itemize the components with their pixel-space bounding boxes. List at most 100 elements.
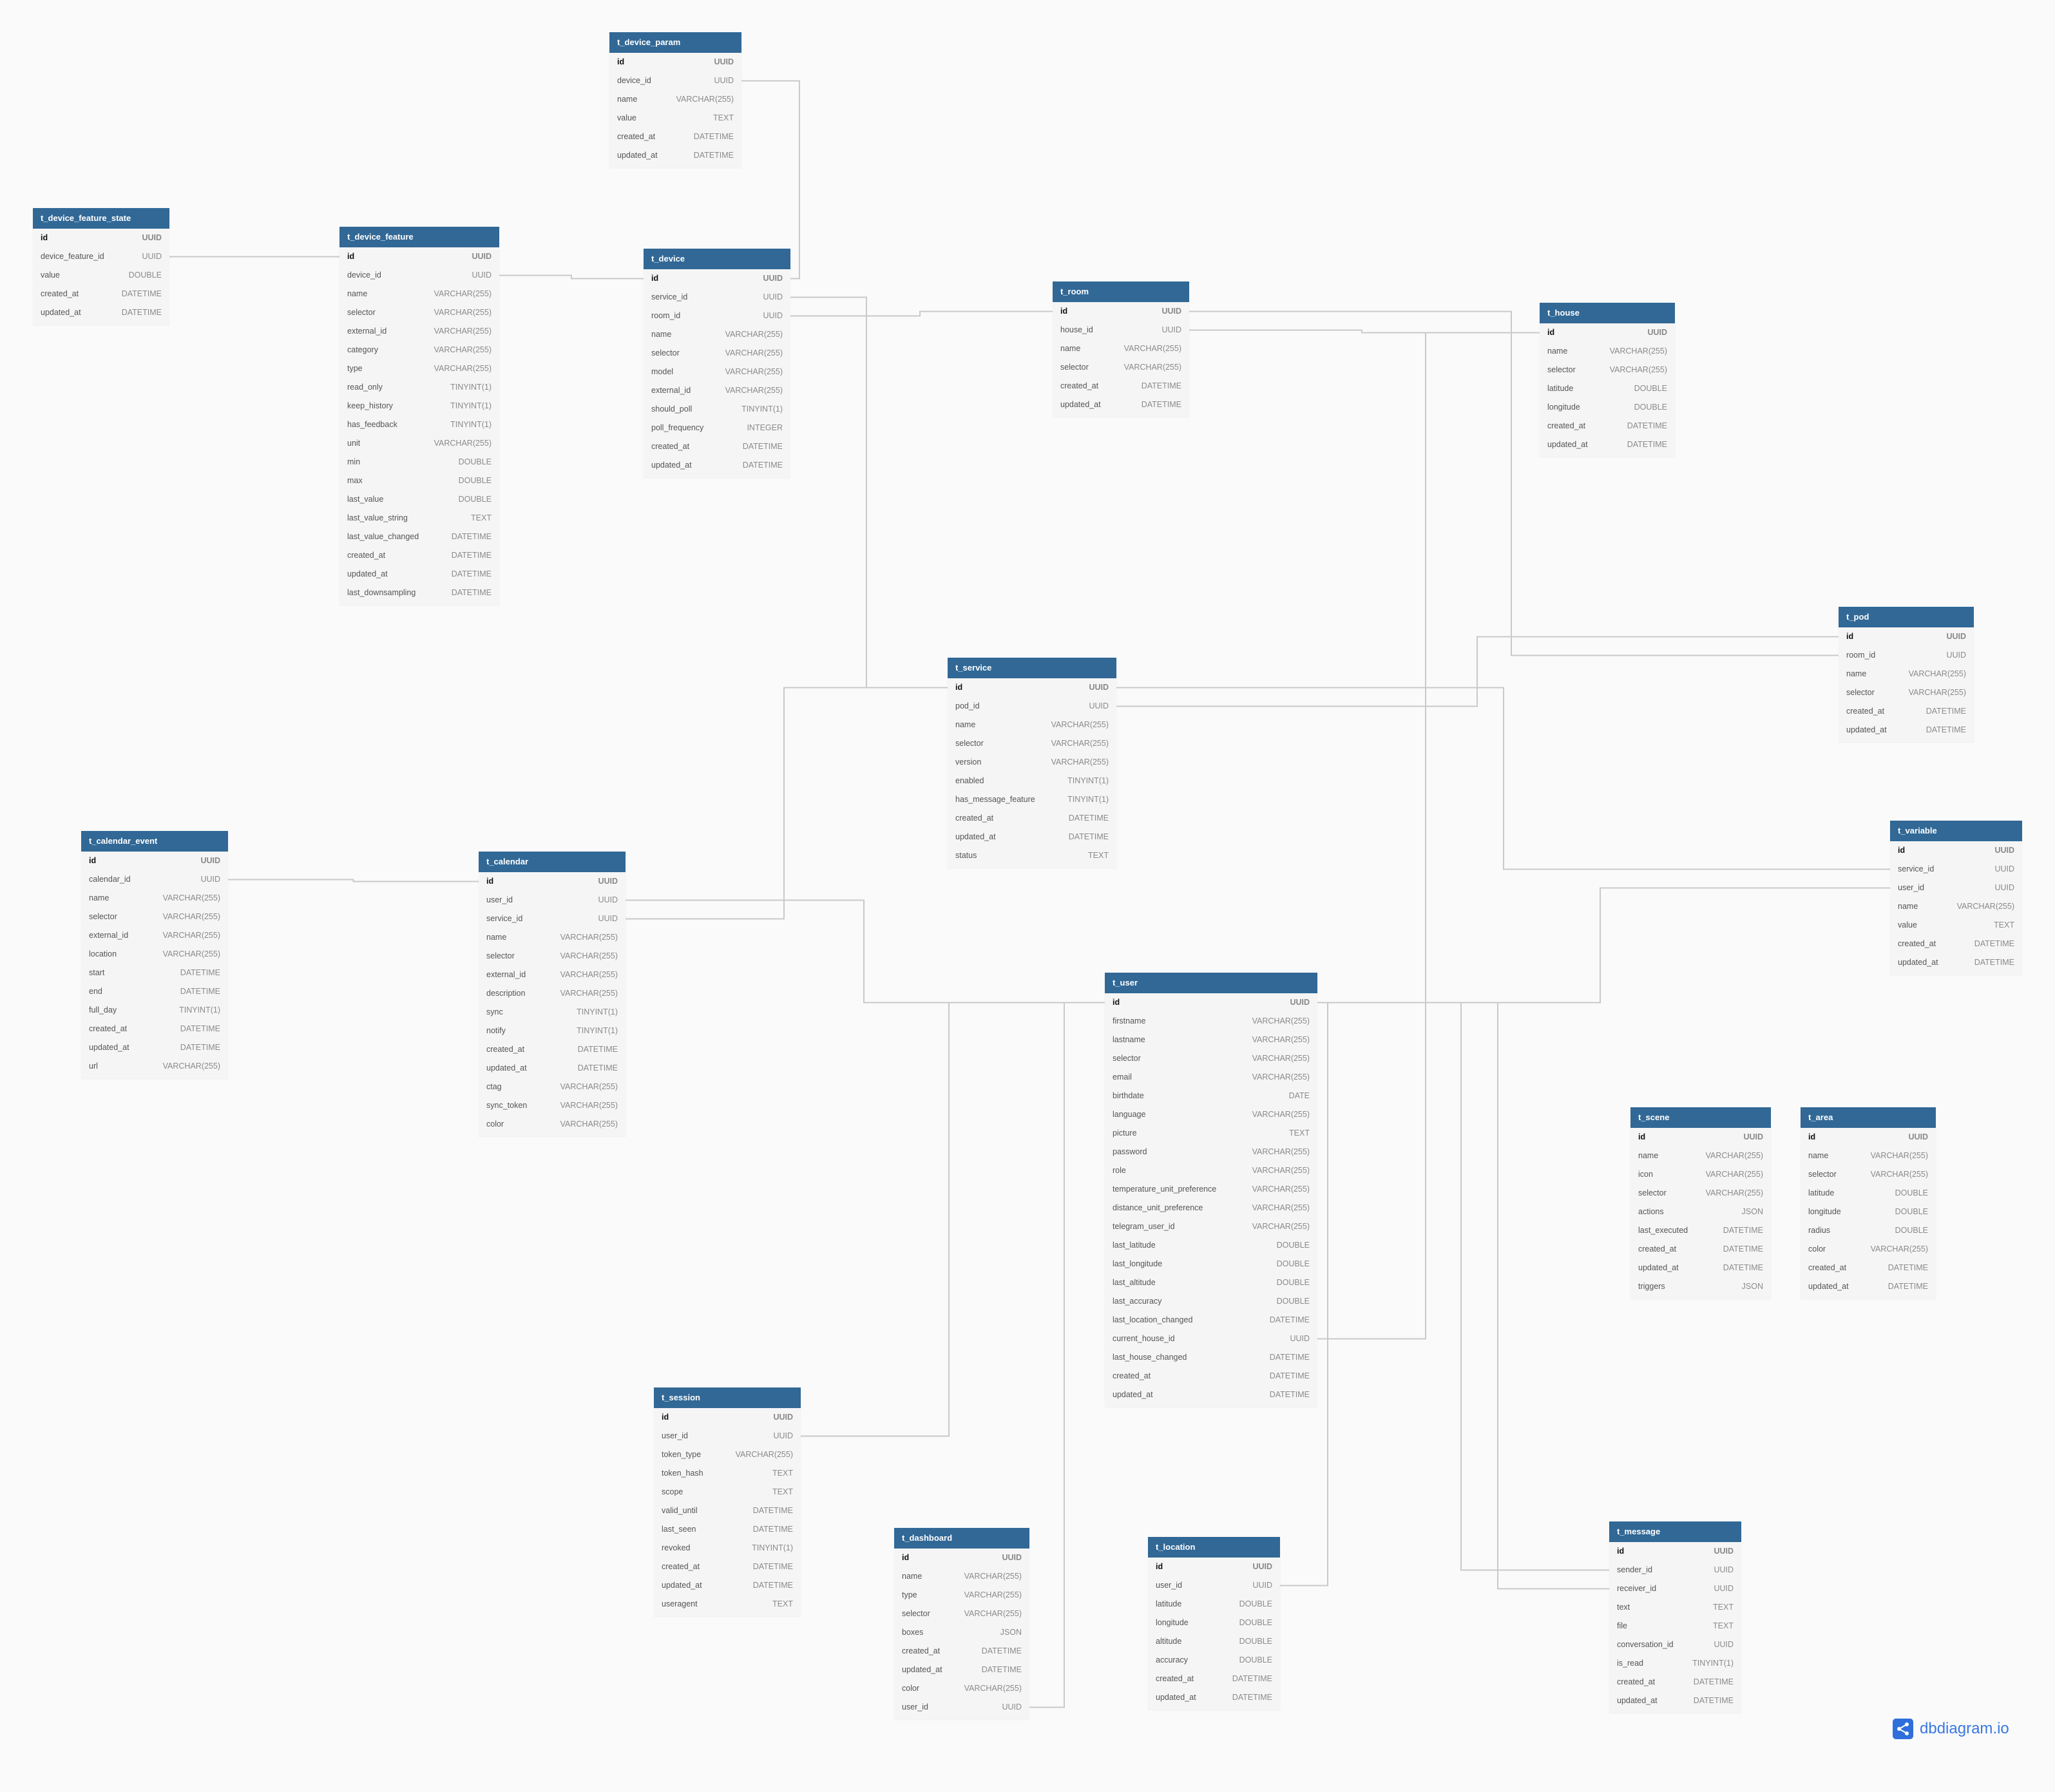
field-row[interactable]: text TEXT — [1609, 1598, 1741, 1617]
field-row[interactable]: created_at DATETIME — [948, 809, 1116, 828]
field-row[interactable]: name VARCHAR(255) — [1890, 897, 2022, 916]
table-t-service[interactable]: t_service id UUID pod_id UUID name VARCHAR(255… — [948, 658, 1116, 868]
field-row[interactable]: id UUID — [1148, 1558, 1280, 1576]
field-row[interactable]: min DOUBLE — [339, 453, 499, 472]
field-row[interactable]: selector VARCHAR(255) — [644, 344, 790, 363]
field-row[interactable]: id UUID — [1540, 323, 1675, 342]
field-row[interactable]: created_at DATETIME — [33, 285, 169, 303]
field-row[interactable]: triggers JSON — [1630, 1277, 1771, 1296]
field-row[interactable]: updated_at DATETIME — [654, 1576, 801, 1595]
field-row[interactable]: keep_history TINYINT(1) — [339, 397, 499, 415]
field-row[interactable]: model VARCHAR(255) — [644, 363, 790, 381]
field-row[interactable]: updated_at DATETIME — [1105, 1386, 1317, 1404]
table-header[interactable]: t_variable — [1890, 821, 2022, 841]
table-t-dashboard[interactable]: t_dashboard id UUID name VARCHAR(255) type VAR… — [894, 1528, 1029, 1719]
field-row[interactable]: last_seen DATETIME — [654, 1520, 801, 1539]
table-t-scene[interactable]: t_scene id UUID name VARCHAR(255) icon VARCHAR… — [1630, 1107, 1771, 1299]
field-row[interactable]: updated_at DATETIME — [1540, 435, 1675, 454]
field-row[interactable]: revoked TINYINT(1) — [654, 1539, 801, 1558]
field-row[interactable]: selector VARCHAR(255) — [479, 947, 626, 966]
field-row[interactable]: id UUID — [81, 852, 228, 870]
field-row[interactable]: end DATETIME — [81, 982, 228, 1001]
table-t-device-feature-state[interactable]: t_device_feature_state id UUID device_featu… — [33, 208, 169, 325]
field-row[interactable]: actions JSON — [1630, 1203, 1771, 1221]
field-row[interactable]: name VARCHAR(255) — [894, 1567, 1029, 1586]
table-t-variable[interactable]: t_variable id UUID service_id UUID user_id UUI… — [1890, 821, 2022, 975]
field-row[interactable]: longitude DOUBLE — [1540, 398, 1675, 417]
relationship-line[interactable] — [626, 899, 1105, 1004]
field-row[interactable]: external_id VARCHAR(255) — [479, 966, 626, 984]
field-row[interactable]: updated_at DATETIME — [1890, 953, 2022, 972]
field-row[interactable]: altitude DOUBLE — [1148, 1632, 1280, 1651]
field-row[interactable]: id UUID — [894, 1549, 1029, 1567]
table-header[interactable]: t_calendar_event — [81, 831, 228, 852]
relationship-line[interactable] — [626, 687, 948, 920]
field-row[interactable]: poll_frequency INTEGER — [644, 419, 790, 437]
field-row[interactable]: last_house_changed DATETIME — [1105, 1348, 1317, 1367]
field-row[interactable]: updated_at DATETIME — [1609, 1692, 1741, 1710]
relationship-line[interactable] — [1116, 636, 1839, 707]
table-header[interactable]: t_device_param — [609, 32, 741, 53]
field-row[interactable]: token_hash TEXT — [654, 1464, 801, 1483]
field-row[interactable]: updated_at DATETIME — [339, 565, 499, 584]
table-t-calendar[interactable]: t_calendar id UUID user_id UUID service_id UUI… — [479, 852, 626, 1136]
field-row[interactable]: file TEXT — [1609, 1617, 1741, 1635]
field-row[interactable]: color VARCHAR(255) — [1801, 1240, 1936, 1259]
field-row[interactable]: longitude DOUBLE — [1801, 1203, 1936, 1221]
field-row[interactable]: conversation_id UUID — [1609, 1635, 1741, 1654]
field-row[interactable]: language VARCHAR(255) — [1105, 1105, 1317, 1124]
field-row[interactable]: sync_token VARCHAR(255) — [479, 1096, 626, 1115]
field-row[interactable]: created_at DATETIME — [1630, 1240, 1771, 1259]
field-row[interactable]: created_at DATETIME — [339, 546, 499, 565]
field-row[interactable]: lastname VARCHAR(255) — [1105, 1031, 1317, 1049]
field-row[interactable]: last_value_changed DATETIME — [339, 528, 499, 546]
field-row[interactable]: role VARCHAR(255) — [1105, 1161, 1317, 1180]
table-t-pod[interactable]: t_pod id UUID room_id UUID name VARCHAR(255) se… — [1839, 607, 1974, 742]
table-t-message[interactable]: t_message id UUID sender_id UUID receiver_id U… — [1609, 1521, 1741, 1713]
relationship-line[interactable] — [741, 80, 800, 280]
field-row[interactable]: created_at DATETIME — [644, 437, 790, 456]
table-t-session[interactable]: t_session id UUID user_id UUID token_type VARC… — [654, 1387, 801, 1616]
field-row[interactable]: last_executed DATETIME — [1630, 1221, 1771, 1240]
field-row[interactable]: updated_at DATETIME — [948, 828, 1116, 846]
field-row[interactable]: id UUID — [948, 678, 1116, 697]
field-row[interactable]: created_at DATETIME — [1890, 935, 2022, 953]
field-row[interactable]: selector VARCHAR(255) — [81, 908, 228, 926]
field-row[interactable]: updated_at DATETIME — [644, 456, 790, 475]
field-row[interactable]: token_type VARCHAR(255) — [654, 1445, 801, 1464]
relationship-line[interactable] — [499, 274, 644, 280]
field-row[interactable]: value TEXT — [1890, 916, 2022, 935]
field-row[interactable]: id UUID — [1105, 993, 1317, 1012]
field-row[interactable]: created_at DATETIME — [1540, 417, 1675, 435]
field-row[interactable]: password VARCHAR(255) — [1105, 1143, 1317, 1161]
field-row[interactable]: color VARCHAR(255) — [894, 1679, 1029, 1698]
relationship-line[interactable] — [1116, 687, 1890, 870]
field-row[interactable]: version VARCHAR(255) — [948, 753, 1116, 772]
field-row[interactable]: service_id UUID — [644, 288, 790, 307]
field-row[interactable]: icon VARCHAR(255) — [1630, 1165, 1771, 1184]
field-row[interactable]: created_at DATETIME — [81, 1020, 228, 1038]
relationship-line[interactable] — [790, 310, 1053, 317]
field-row[interactable]: email VARCHAR(255) — [1105, 1068, 1317, 1087]
table-header[interactable]: t_scene — [1630, 1107, 1771, 1128]
field-row[interactable]: id UUID — [1630, 1128, 1771, 1147]
field-row[interactable]: selector VARCHAR(255) — [339, 303, 499, 322]
relationship-line[interactable] — [228, 879, 479, 882]
brand-logo[interactable]: dbdiagram.io — [1893, 1719, 2009, 1739]
field-row[interactable]: last_altitude DOUBLE — [1105, 1273, 1317, 1292]
field-row[interactable]: updated_at DATETIME — [1801, 1277, 1936, 1296]
field-row[interactable]: id UUID — [33, 229, 169, 247]
table-t-location[interactable]: t_location id UUID user_id UUID latitude DOUBL… — [1148, 1537, 1280, 1710]
field-row[interactable]: selector VARCHAR(255) — [1839, 683, 1974, 702]
field-row[interactable]: ctag VARCHAR(255) — [479, 1078, 626, 1096]
field-row[interactable]: external_id VARCHAR(255) — [81, 926, 228, 945]
field-row[interactable]: created_at DATETIME — [479, 1040, 626, 1059]
field-row[interactable]: name VARCHAR(255) — [644, 325, 790, 344]
field-row[interactable]: useragent TEXT — [654, 1595, 801, 1614]
field-row[interactable]: type VARCHAR(255) — [339, 359, 499, 378]
field-row[interactable]: external_id VARCHAR(255) — [339, 322, 499, 341]
field-row[interactable]: latitude DOUBLE — [1148, 1595, 1280, 1614]
field-row[interactable]: last_location_changed DATETIME — [1105, 1311, 1317, 1330]
table-t-device-feature[interactable]: t_device_feature id UUID device_id UUID name V… — [339, 227, 499, 605]
field-row[interactable]: id UUID — [1053, 302, 1189, 321]
